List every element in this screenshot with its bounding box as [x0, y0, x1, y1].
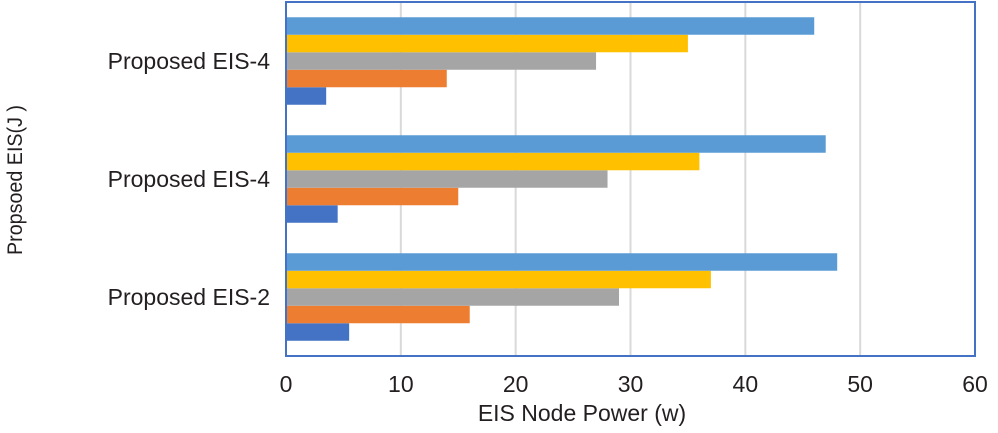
y-category-label: Proposed EIS-4 — [108, 166, 271, 192]
bar-series-4-cat-2 — [286, 152, 700, 171]
x-tick-label: 50 — [847, 371, 873, 397]
x-tick-label: 10 — [388, 371, 414, 397]
bar-series-1-cat-2 — [286, 205, 338, 223]
bar-series-5-cat-3 — [286, 17, 815, 35]
y-axis-label: Propsoed EIS(J ) — [4, 105, 27, 255]
bar-series-1-cat-1 — [286, 323, 350, 341]
bar-series-3-cat-3 — [286, 52, 597, 70]
y-category-labels: Proposed EIS-2 Proposed EIS-4 Proposed EIS… — [108, 48, 271, 310]
x-tick-label: 20 — [503, 371, 529, 397]
x-axis-label: EIS Node Power (w) — [478, 400, 686, 426]
bar-series-2-cat-2 — [286, 187, 459, 206]
bar-series-5-cat-2 — [286, 135, 826, 153]
x-tick-label: 30 — [618, 371, 644, 397]
bar-series-4-cat-3 — [286, 34, 688, 53]
bars — [286, 17, 838, 341]
bar-series-4-cat-1 — [286, 270, 711, 289]
x-tick-label: 60 — [962, 371, 988, 397]
bar-series-3-cat-2 — [286, 170, 608, 188]
x-tick-label: 0 — [280, 371, 293, 397]
bar-series-2-cat-1 — [286, 305, 470, 324]
y-category-label: Proposed EIS-2 — [108, 284, 270, 310]
x-tick-label: 40 — [733, 371, 759, 397]
bar-series-5-cat-1 — [286, 253, 838, 271]
bar-series-3-cat-1 — [286, 288, 620, 306]
x-tick-labels: 0 10 20 30 40 50 60 — [280, 371, 988, 397]
y-category-label: Proposed EIS-4 — [108, 48, 271, 74]
bar-series-1-cat-3 — [286, 87, 327, 105]
bar-series-2-cat-3 — [286, 69, 447, 88]
plot-border — [285, 1, 976, 357]
